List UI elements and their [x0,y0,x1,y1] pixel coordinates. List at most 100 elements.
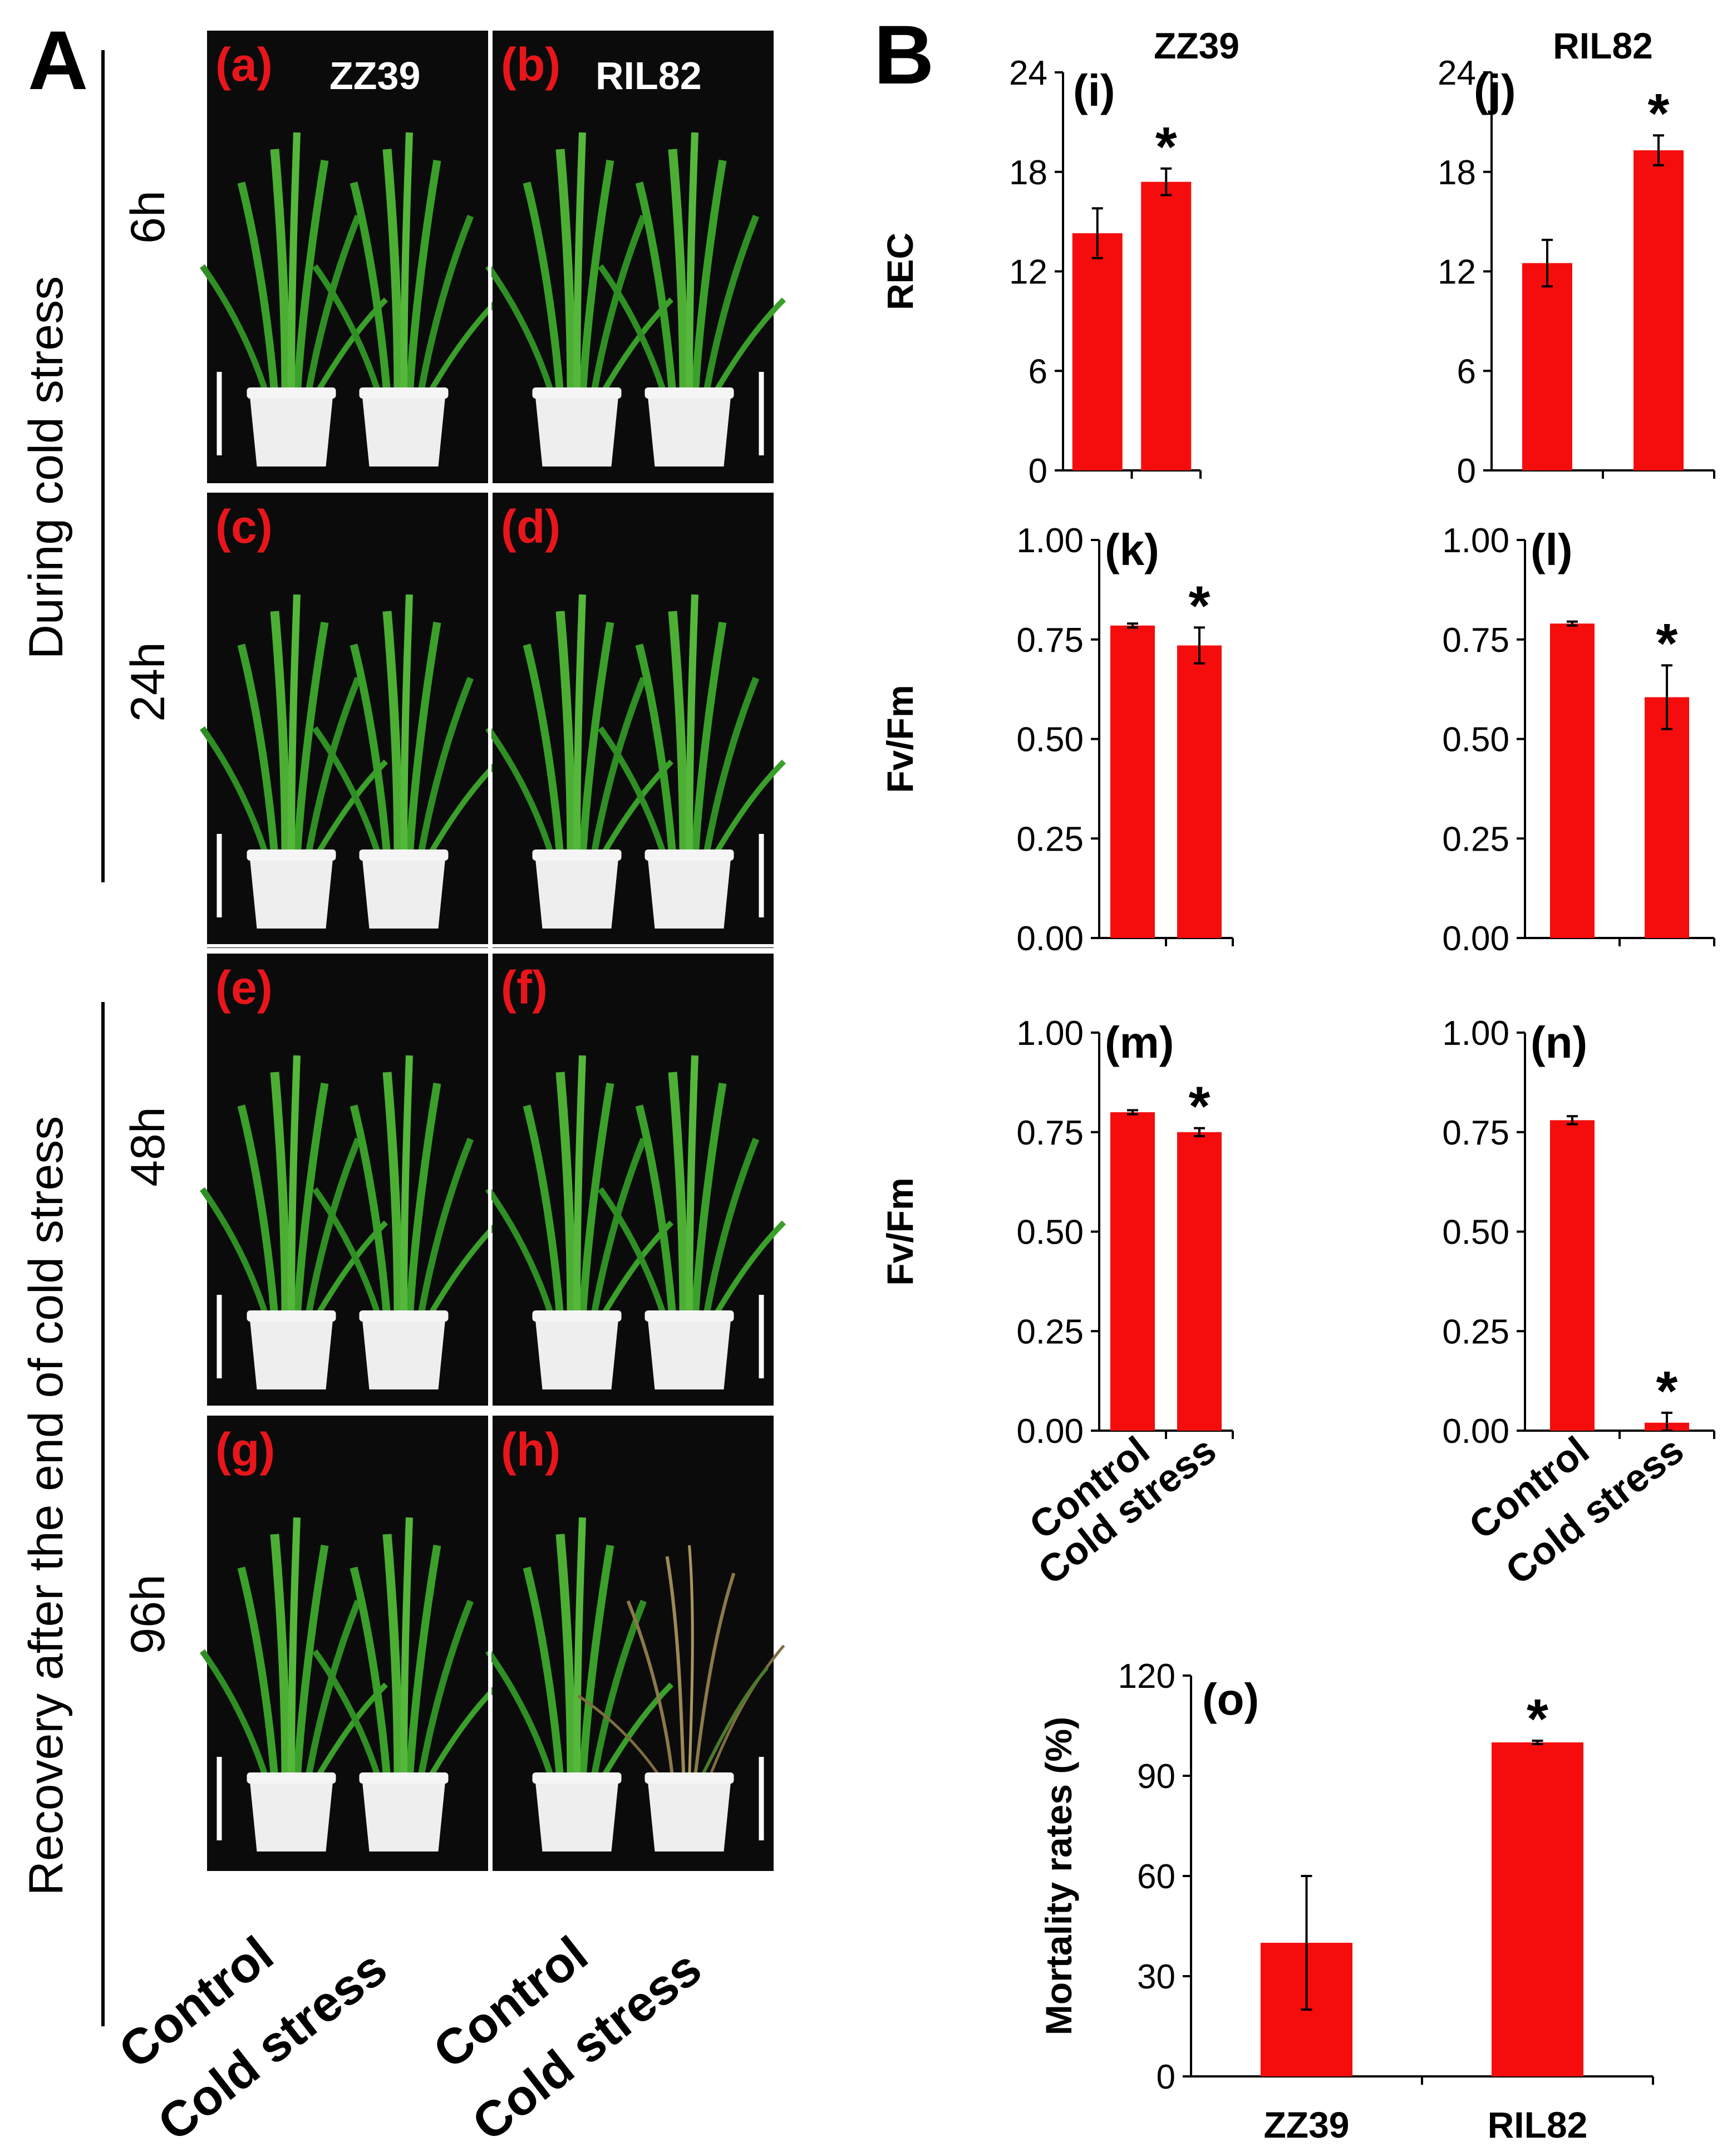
bar [1177,645,1222,938]
pot-icon [247,1772,336,1851]
pot-icon [532,387,622,466]
panel-a: A During cold stress Recovery after the … [19,13,784,2152]
pot-icon [247,849,336,929]
y-tick-label: 0 [1029,452,1047,490]
photo-background [207,31,488,486]
bar [1633,150,1684,470]
y-tick-label: 1.00 [1016,522,1084,560]
chart-panel-label: (i) [1073,66,1115,115]
y-tick-label: 0.75 [1016,1114,1084,1152]
chart-title: ZZ39 [1154,25,1239,66]
bar [1177,1132,1222,1431]
photo-label: (b) [501,38,560,91]
group-label-recovery: Recovery after the end of cold stress [19,1116,73,1896]
x-tick-label: RIL82 [1488,2104,1588,2145]
photo-label: (f) [501,961,548,1014]
panel-b: B 0 6 12 18 24 * (i) ZZ39 REC 0 6 12 18 24 * (j) RIL82 0.… [874,8,1715,2145]
bar [1645,697,1689,938]
pot-icon [532,1310,622,1389]
photo-background [207,1416,488,1871]
y-tick-label: 6 [1457,352,1476,391]
chart-panel-label: (m) [1105,1018,1174,1067]
bar [1550,1120,1595,1431]
y-tick-label: 120 [1118,1657,1175,1696]
panel-b-letter: B [874,8,934,101]
chart-m: 0.000.250.500.751.00*(m)Fv/FmControlCold… [879,1014,1234,1593]
photo-background [493,31,774,486]
y-tick-label: 0.00 [1016,1412,1084,1451]
plant-photo: (a) ZZ39 [203,31,499,486]
pot-icon [359,1772,449,1851]
chart-l: 0.00 0.25 0.50 0.75 1.00 * (l) [1442,522,1715,958]
y-tick-label: 0.50 [1442,1214,1509,1252]
chart-j: 0 6 12 18 24 * (j) RIL82 [1438,25,1715,490]
y-tick-label: 6 [1029,352,1047,391]
plant-photo: (f) [488,954,784,1409]
chart-o: 0 30 60 90 120 * (o) Mortality rates (%) ZZ39 RIL… [1038,1657,1654,2145]
chart-panel-label: (k) [1105,525,1159,574]
y-tick-label: 0.50 [1016,721,1084,759]
y-tick-label: 0.50 [1442,721,1509,759]
y-tick-label: 18 [1009,154,1047,192]
y-tick-label: 0.00 [1442,1412,1509,1451]
pot-icon [644,387,734,466]
photo-label: (e) [215,961,273,1014]
x-tick-label: ZZ39 [1263,2104,1349,2145]
bar [1141,181,1192,470]
pot-icon [532,1772,622,1851]
y-tick-label: 0.25 [1016,820,1084,858]
y-tick-label: 0 [1457,452,1476,490]
photo-background [493,493,774,948]
time-label-6h: 6h [121,190,175,244]
y-tick-label: 24 [1009,54,1047,92]
photo-column-title: ZZ39 [329,54,420,97]
chart-panel-label: (j) [1474,66,1516,115]
pot-icon [359,1310,449,1389]
bar [1550,623,1595,938]
y-tick-label: 90 [1137,1757,1175,1796]
plant-photo: (g) [203,1416,499,1871]
pot-icon [247,387,336,466]
photo-background [493,1416,774,1871]
pot-icon [532,849,622,929]
y-tick-label: 1.00 [1016,1014,1084,1053]
y-tick-label: 0.25 [1016,1313,1084,1351]
y-tick-label: 12 [1009,253,1047,292]
y-tick-label: 0.00 [1442,920,1509,958]
y-tick-label: 0.75 [1016,621,1084,660]
y-tick-label: 24 [1438,54,1476,92]
y-tick-label: 0.25 [1442,1313,1509,1351]
significance-marker: * [1155,116,1177,178]
time-label-48h: 48h [121,1107,175,1187]
photo-column-title: RIL82 [596,54,702,97]
chart-title: RIL82 [1553,25,1653,66]
chart-panel-label: (l) [1531,525,1573,574]
y-axis-label: Fv/Fm [879,1177,921,1285]
y-axis-label: REC [879,233,921,310]
time-label-24h: 24h [121,642,175,722]
photo-grid: (a) ZZ39 (b) RIL82 (c) (d) (e) (f) (g) (h) [203,31,784,1871]
y-tick-label: 0.25 [1442,820,1509,858]
chart-i: 0 6 12 18 24 * (i) ZZ39 REC [879,25,1239,490]
y-tick-label: 12 [1438,253,1476,292]
y-tick-label: 60 [1137,1858,1175,1896]
group-label-during: During cold stress [19,276,73,659]
photo-label: (d) [501,500,560,553]
pot-icon [644,1310,734,1389]
significance-marker: * [1648,82,1670,145]
chart-area: 0 6 12 18 24 * (i) ZZ39 REC 0 6 12 18 24 * (j) RIL82 0.00… [879,25,1715,2145]
photo-background [493,954,774,1409]
y-tick-label: 30 [1137,1958,1175,1996]
significance-marker: * [1189,1075,1211,1138]
y-tick-label: 1.00 [1442,1014,1509,1053]
pot-icon [644,849,734,929]
pot-icon [359,849,449,929]
photo-background [207,954,488,1409]
plant-photo: (h) [488,1416,784,1871]
y-tick-label: 0 [1157,2058,1175,2096]
panel-a-letter: A [28,13,88,107]
y-axis-label: Fv/Fm [879,685,921,793]
plant-photo: (e) [203,954,499,1409]
photo-label: (a) [215,38,273,91]
